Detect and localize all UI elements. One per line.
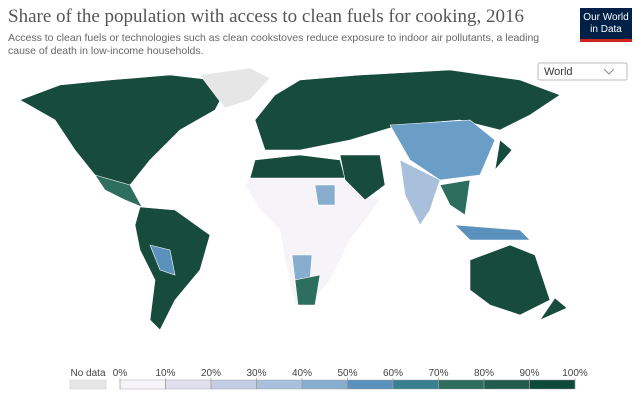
legend-swatch [483, 379, 530, 390]
legend-swatch [210, 379, 257, 390]
legend-swatch [529, 379, 576, 390]
selector-value: World [544, 66, 573, 78]
sudan[interactable] [314, 184, 336, 206]
legend-swatch [438, 379, 485, 390]
no-data-label: No data [70, 368, 105, 379]
legend-swatch [119, 379, 166, 390]
logo-text: in Data [590, 24, 622, 35]
australia[interactable] [469, 244, 551, 316]
legend-tick-label: 70% [428, 368, 448, 379]
china[interactable] [389, 119, 496, 181]
legend-tick-label: 20% [201, 368, 221, 379]
legend-tick-label: 60% [383, 368, 403, 379]
legend-swatch [347, 379, 394, 390]
subtitle: Access to clean fuels or technologies su… [8, 32, 539, 44]
legend-tick-label: 40% [292, 368, 312, 379]
legend-swatch [392, 379, 439, 390]
world-map [19, 67, 568, 331]
no-data-swatch [69, 379, 107, 390]
japan[interactable] [494, 139, 513, 172]
logo-text: Our World [583, 12, 628, 23]
legend-tick-label: 30% [246, 368, 266, 379]
legend-swatch [165, 379, 212, 390]
title: Share of the population with access to c… [8, 6, 524, 27]
legend-tick-label: 50% [337, 368, 357, 379]
indonesia[interactable] [454, 224, 531, 241]
subtitle: cause of death in low-income households. [8, 45, 204, 57]
legend-swatch [301, 379, 348, 390]
logo-box [580, 8, 632, 42]
central-america[interactable] [94, 174, 143, 208]
legend-tick-label: 80% [474, 368, 494, 379]
new-zealand[interactable] [539, 297, 568, 321]
middle-east[interactable] [339, 154, 386, 201]
legend-swatch [256, 379, 303, 390]
logo[interactable]: Our World in Data [580, 8, 632, 42]
legend-tick-label: 10% [155, 368, 175, 379]
legend-tick-label: 0% [113, 368, 128, 379]
namibia-botswana[interactable] [291, 254, 313, 281]
legend: No data 0% 10% 20% 30% 40% 50% 60% 70% 80% 90% 100… [69, 368, 588, 390]
north-america[interactable] [19, 74, 231, 191]
south-africa[interactable] [294, 274, 321, 306]
southeast-asia[interactable] [439, 179, 471, 216]
greenland[interactable] [199, 67, 271, 109]
selector-box [537, 62, 628, 81]
north-africa[interactable] [249, 154, 346, 179]
logo-bar [580, 39, 632, 42]
eurasia[interactable] [254, 69, 561, 151]
india[interactable] [399, 159, 441, 226]
region-selector[interactable]: World [537, 62, 628, 81]
selector-arrow [603, 68, 615, 75]
andes[interactable] [149, 244, 176, 276]
legend-tick-label: 100% [562, 368, 588, 379]
legend-tick-label: 90% [519, 368, 539, 379]
